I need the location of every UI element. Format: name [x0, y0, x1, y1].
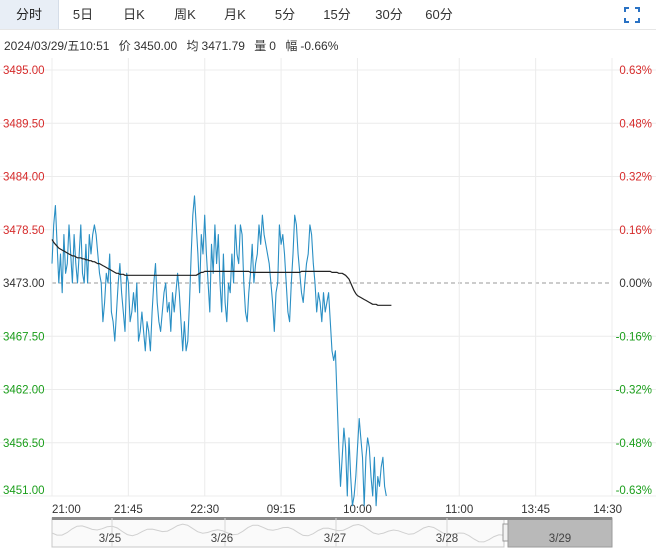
y-tick-right: -0.32% [616, 385, 652, 397]
y-tick-right: 0.32% [619, 172, 652, 184]
period-tabs: 分时 5日 日K 周K 月K 5分 15分 30分 60分 [0, 0, 656, 30]
quote-datetime: 2024/03/29/五10:51 [4, 39, 110, 53]
tab-3[interactable]: 周K [174, 7, 196, 22]
volume-label: 量 [254, 39, 267, 53]
price-label: 价 [118, 39, 131, 53]
x-tick-label: 10:00 [343, 504, 372, 516]
tab-8[interactable]: 60分 [425, 7, 453, 22]
y-tick-right: 0.00% [619, 278, 652, 290]
x-tick-label: 21:00 [52, 504, 81, 516]
y-tick-left: 3484.00 [3, 172, 45, 184]
y-tick-right: -0.63% [616, 485, 652, 497]
y-tick-right: -0.16% [616, 331, 652, 343]
tab-6[interactable]: 15分 [323, 7, 351, 22]
tab-2[interactable]: 日K [123, 7, 145, 22]
navigator-date-label: 3/26 [211, 533, 233, 545]
avg-label: 均 [186, 39, 199, 53]
navigator-date-label: 3/27 [324, 533, 346, 545]
y-tick-right: -0.48% [616, 438, 652, 450]
x-tick-label: 21:45 [114, 504, 143, 516]
fullscreen-icon[interactable] [624, 7, 640, 23]
y-tick-left: 3467.50 [3, 331, 45, 343]
tab-0[interactable]: 分时 [0, 0, 59, 29]
intraday-chart[interactable]: 3495.00 0.63% 3489.50 0.48% 3484.00 0.32% 3478… [0, 58, 656, 554]
avg-value: 3471.79 [201, 39, 245, 53]
x-tick-label: 14:30 [593, 504, 622, 516]
tab-5[interactable]: 5分 [274, 7, 296, 22]
x-tick-label: 11:00 [445, 504, 473, 516]
y-tick-right: 0.48% [619, 118, 652, 130]
x-tick-label: 22:30 [190, 504, 219, 516]
y-tick-left: 3462.00 [3, 385, 45, 397]
amplitude-value: -0.66% [300, 39, 339, 53]
price-value: 3450.00 [133, 39, 178, 53]
y-tick-left: 3473.00 [3, 278, 45, 290]
navigator-handle[interactable] [502, 523, 509, 542]
tab-4[interactable]: 月K [224, 7, 246, 22]
y-tick-left: 3489.50 [3, 118, 45, 130]
volume-value: 0 [269, 39, 276, 53]
avg-price-line [51, 239, 392, 306]
x-tick-label: 09:15 [267, 504, 296, 516]
price-line [51, 195, 387, 507]
navigator-date-label: 3/25 [99, 533, 121, 545]
tab-1[interactable]: 5日 [72, 7, 94, 22]
x-tick-label: 13:45 [521, 504, 550, 516]
amplitude-label: 幅 [285, 39, 298, 53]
navigator-top-bar [52, 517, 612, 520]
y-tick-left: 3478.50 [3, 225, 45, 237]
y-tick-right: 0.16% [619, 225, 652, 237]
y-tick-left: 3495.00 [3, 65, 45, 77]
y-tick-right: 0.63% [619, 65, 652, 77]
y-tick-left: 3451.00 [3, 485, 45, 497]
navigator-date-label: 3/28 [436, 533, 458, 545]
y-tick-left: 3456.50 [3, 438, 45, 450]
navigator-overview [51, 523, 505, 543]
navigator-date-label: 3/29 [549, 533, 571, 545]
tab-7[interactable]: 30分 [375, 7, 403, 22]
